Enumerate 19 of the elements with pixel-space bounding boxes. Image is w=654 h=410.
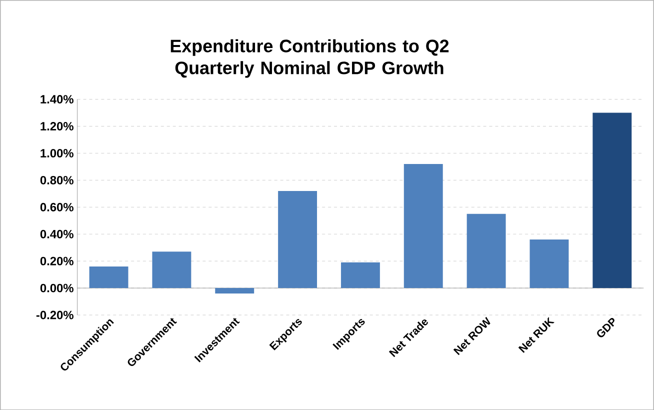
bar <box>404 164 443 288</box>
bar <box>340 262 380 288</box>
y-tick-label: 1.40% <box>40 94 74 104</box>
bar <box>215 288 254 294</box>
y-tick-label: 1.00% <box>40 148 74 158</box>
bar <box>152 252 192 288</box>
chart-title: Expenditure Contributions to Q2 Quarterly Nominal GDP Growth <box>170 39 449 78</box>
bar <box>530 239 569 288</box>
bar <box>466 214 506 288</box>
y-tick-label: 0.80% <box>40 176 74 184</box>
y-tick-label: -0.20% <box>36 310 74 320</box>
y-tick-label: 1.20% <box>40 122 74 130</box>
bar <box>592 112 632 288</box>
bar <box>278 190 318 288</box>
y-tick-label: 0.00% <box>40 284 74 292</box>
y-tick-label: 0.20% <box>40 256 74 266</box>
bar <box>89 266 128 288</box>
y-tick-label: 0.40% <box>40 230 74 238</box>
y-tick-label: 0.60% <box>40 202 74 212</box>
